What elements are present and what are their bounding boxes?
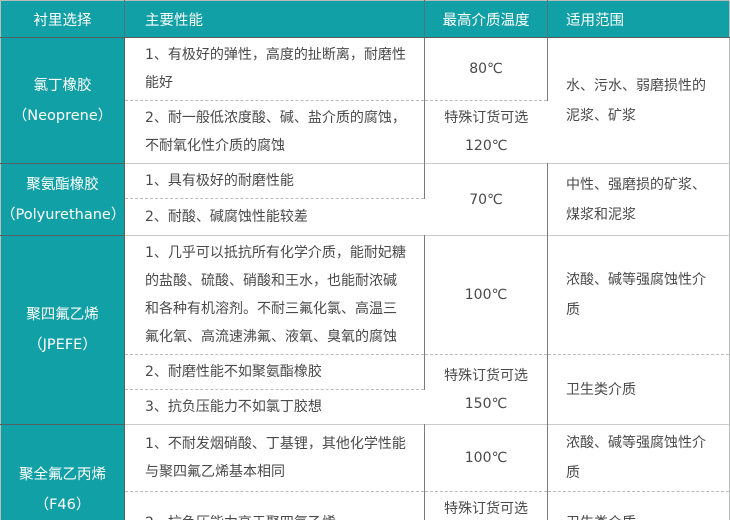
header-performance: 主要性能	[124, 0, 425, 38]
temperature-cell: 100℃	[424, 424, 548, 492]
header-max-temperature: 最高介质温度	[424, 0, 548, 38]
range-cell: 浓酸、碱等强腐蚀性介质	[547, 235, 730, 355]
performance-item: 3、抗负压能力不如氯丁胶想	[124, 389, 425, 425]
temperature-cell: 100℃	[424, 235, 548, 355]
table-row: 2、耐酸、碱腐蚀性能较差	[1, 198, 730, 236]
temp-value: 100℃	[464, 450, 508, 466]
table-row: 聚氨酯橡胶 （Polyurethane） 1、具有极好的耐磨性能 70℃ 中性、…	[0, 163, 730, 236]
header-row: 衬里选择 主要性能 最高介质温度 适用范围	[0, 0, 730, 38]
range-cell: 卫生类介质	[547, 491, 730, 520]
range-cell: 中性、强磨损的矿浆、煤浆和泥浆	[547, 163, 730, 236]
table-row: 聚四氟乙烯 （JPEFE） 1、几乎可以抵抗所有化学介质，能耐妃糖的盐酸、硫酸、…	[0, 235, 730, 425]
temp-note: 特殊订货可选	[444, 110, 529, 126]
lining-name-en: （Polyurethane）	[1, 206, 126, 223]
temp-note: 特殊订货可选	[444, 367, 528, 384]
range-cell: 浓酸、碱等强腐蚀性介质	[547, 424, 730, 492]
header-lining: 衬里选择	[0, 0, 125, 38]
lining-cell-polyurethane: 聚氨酯橡胶 （Polyurethane）	[0, 163, 126, 236]
table-row: 2、耐一般低浓度酸、碱、盐介质的腐蚀，不耐氧化性介质的腐蚀 特殊订货可选 120…	[1, 100, 730, 164]
temperature-cell: 70℃	[424, 163, 548, 236]
performance-item: 2、耐磨性能不如聚氨酯橡胶	[124, 354, 425, 390]
lining-cell-f46: 聚全氟乙丙烯 （F46）	[0, 424, 125, 520]
performance-item: 1、具有极好的耐磨性能	[124, 163, 425, 199]
table-row: 氯丁橡胶 （Neoprene） 1、有极好的弹性，高度的扯断离，耐磨性能好 80…	[0, 37, 730, 164]
temperature-cell: 80℃	[424, 37, 548, 101]
temp-value: 70℃	[469, 191, 503, 208]
performance-item: 2、耐一般低浓度酸、碱、盐介质的腐蚀，不耐氧化性介质的腐蚀	[124, 100, 425, 164]
table-row: 3、抗负压能力不如氯丁胶想	[1, 389, 730, 425]
temp-value: 120℃	[465, 138, 508, 154]
temp-value: 150℃	[464, 395, 508, 412]
range-cell: 水、污水、弱磨损性的泥浆、矿浆	[547, 37, 730, 164]
performance-item: 2、耐酸、碱腐蚀性能较差	[124, 198, 425, 236]
temperature-cell: 特殊订货可选 120℃	[424, 100, 548, 164]
lining-cell-neoprene: 氯丁橡胶 （Neoprene）	[0, 37, 125, 164]
lining-name-en: （Neoprene）	[12, 107, 113, 124]
lining-cell-ptfe: 聚四氟乙烯 （JPEFE）	[0, 235, 125, 425]
range-cell: 卫生类介质	[547, 354, 730, 425]
table-row: 2、抗负压能力高于聚四氟乙烯 特殊订货可选 150℃ 卫生类介质	[1, 491, 730, 520]
header-applicable-range: 适用范围	[547, 0, 730, 38]
lining-name: 聚氨酯橡胶	[26, 176, 99, 193]
table-row: 聚全氟乙丙烯 （F46） 1、不耐发烟硝酸、丁基锂，其他化学性能与聚四氟乙烯基本…	[0, 424, 730, 520]
temp-value: 80℃	[469, 61, 503, 77]
performance-item: 1、几乎可以抵抗所有化学介质，能耐妃糖的盐酸、硫酸、硝酸和王水，也能耐浓碱和各种…	[124, 235, 425, 355]
lining-name: 聚全氟乙丙烯	[19, 466, 106, 483]
lining-name-en: （JPEFE）	[28, 337, 97, 353]
temp-note: 特殊订货可选	[444, 501, 528, 517]
lining-name: 氯丁橡胶	[33, 77, 92, 94]
performance-item: 1、不耐发烟硝酸、丁基锂，其他化学性能与聚四氟乙烯基本相同	[124, 424, 425, 492]
temp-value: 100℃	[464, 287, 508, 303]
table-row: 2、耐磨性能不如聚氨酯橡胶 特殊订货可选 150℃ 卫生类介质	[1, 354, 730, 425]
lining-name-en: （F46）	[34, 496, 91, 513]
temperature-cell: 特殊订货可选 150℃	[424, 354, 548, 425]
lining-name: 聚四氟乙烯	[26, 307, 99, 323]
performance-item: 1、有极好的弹性，高度的扯断离，耐磨性能好	[124, 37, 425, 101]
temperature-cell: 特殊订货可选 150℃	[424, 491, 548, 520]
performance-item: 2、抗负压能力高于聚四氟乙烯	[124, 491, 425, 520]
